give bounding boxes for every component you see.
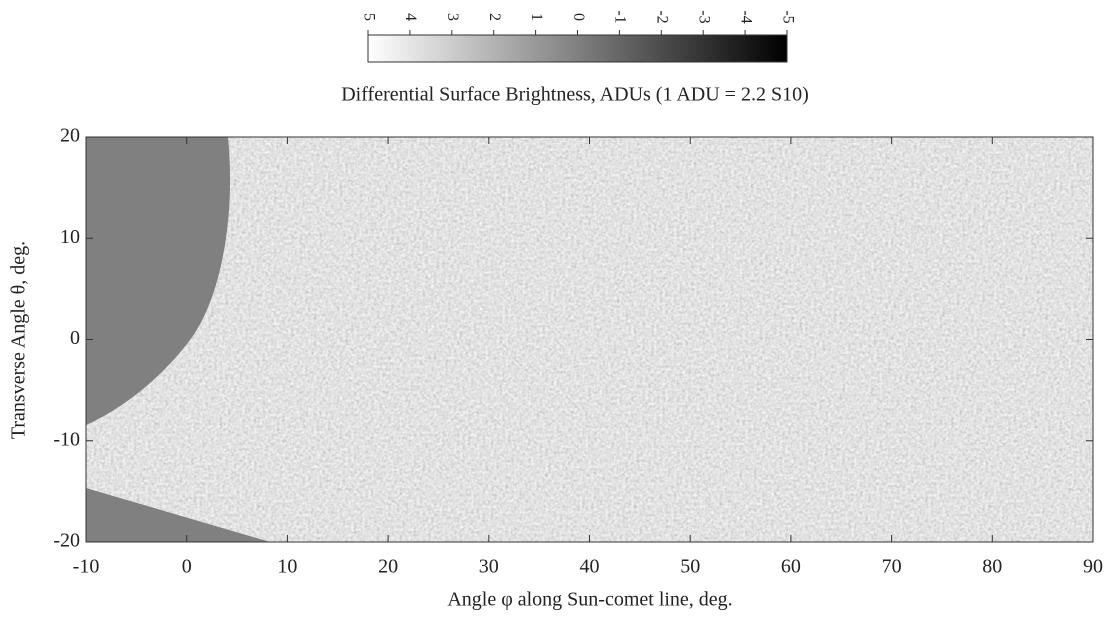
colorbar-tick-label: -5 — [779, 10, 796, 23]
x-tick-label: 10 — [277, 556, 297, 578]
x-tick-label: 80 — [982, 556, 1002, 578]
colorbar-tick-label: 4 — [402, 13, 419, 21]
x-axis-label: Angle φ along Sun-comet line, deg. — [447, 589, 732, 611]
x-tick-label: 60 — [781, 556, 801, 578]
colorbar-tick-label: -4 — [737, 10, 754, 23]
x-tick-label: 20 — [378, 556, 398, 578]
x-tick-label: 40 — [580, 556, 600, 578]
y-axis-label: Transverse Angle θ, deg. — [8, 241, 30, 439]
x-tick-label: -10 — [73, 556, 100, 578]
y-tick-label: -20 — [53, 530, 80, 552]
chart-title: Differential Surface Brightness, ADUs (1… — [341, 84, 809, 106]
occulted-region — [86, 488, 270, 542]
colorbar-tick-label: 1 — [528, 13, 545, 21]
colorbar-tick-label: 0 — [570, 13, 587, 21]
x-tick-label: 50 — [680, 556, 700, 578]
colorbar-tick-label: -2 — [654, 10, 671, 23]
colorbar-tick-label: -3 — [696, 10, 713, 23]
x-tick-label: 70 — [882, 556, 902, 578]
x-tick-label: 0 — [182, 556, 192, 578]
x-tick-label: 90 — [1083, 556, 1103, 578]
colorbar — [367, 34, 788, 63]
x-tick-label: 30 — [479, 556, 499, 578]
y-tick-label: 20 — [60, 125, 80, 147]
colorbar-tick-label: 3 — [444, 13, 461, 21]
y-tick-label: -10 — [53, 428, 80, 450]
image-area — [86, 137, 1093, 542]
y-tick-label: 10 — [60, 226, 80, 248]
colorbar-tick-label: 5 — [360, 13, 377, 21]
colorbar-tick-label: 2 — [486, 13, 503, 21]
occulted-region — [86, 137, 231, 425]
y-tick-label: 0 — [70, 327, 80, 349]
colorbar-tick-label: -1 — [612, 10, 629, 23]
